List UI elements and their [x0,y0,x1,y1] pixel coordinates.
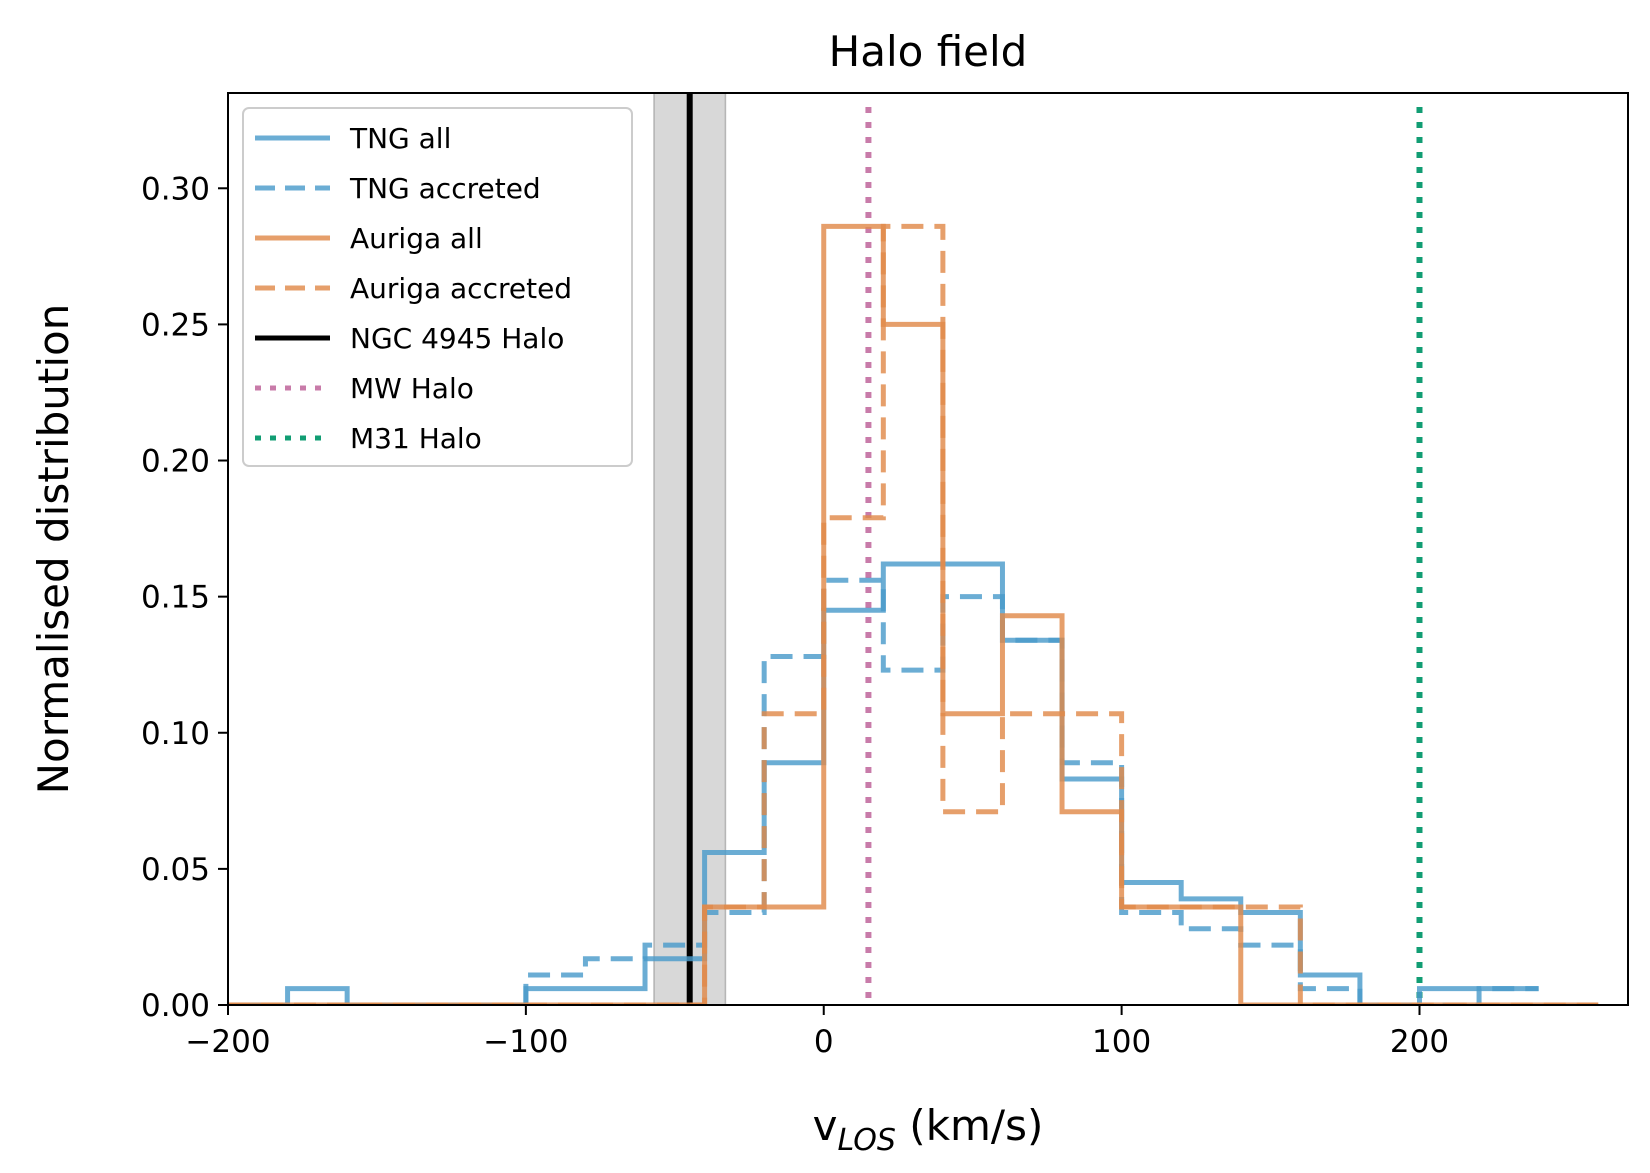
y-tick-label: 0.25 [141,307,210,343]
y-tick-label: 0.15 [141,580,210,616]
y-axis-title: Normalised distribution [29,304,78,795]
auriga-accreted-legend-label: Auriga accreted [350,272,572,305]
reference-line-layer [686,93,1423,1005]
histogram-layer [228,223,1599,1005]
y-axis-ticks: 0.00 0.05 0.10 0.15 0.20 0.25 0.30 [141,171,228,1024]
chart-title: Halo field [829,27,1028,76]
mw-halo-legend-label: MW Halo [350,372,474,405]
y-tick-label: 0.05 [141,852,210,888]
legend: TNG all TNG accreted Auriga all Auriga accr… [242,107,633,467]
x-axis-ticks: −200 −100 0 100 200 [185,1005,1449,1060]
y-tick-label: 0.10 [141,716,210,752]
x-tick-label: 200 [1390,1024,1449,1060]
tng-all-legend-label: TNG all [349,122,451,155]
y-tick-label: 0.00 [141,988,210,1024]
x-axis-title-subscript: LOS [838,1123,896,1158]
tng-accreted-legend-label: TNG accreted [349,172,541,205]
x-tick-label: −100 [483,1024,568,1060]
plot-frame [227,92,1629,1006]
auriga-accreted-histogram [228,223,1599,1005]
m31-halo-legend-label: M31 Halo [350,422,482,455]
x-axis-title-unit: (km/s) [896,1101,1043,1150]
y-tick-label: 0.30 [141,171,210,207]
auriga-all-legend-label: Auriga all [350,222,483,255]
x-tick-label: 0 [814,1024,834,1060]
x-axis-title: vLOS (km/s) [813,1101,1044,1158]
legend-box [242,107,633,467]
x-tick-label: −200 [185,1024,270,1060]
x-axis-title-main: v [813,1101,838,1150]
y-tick-label: 0.20 [141,444,210,480]
x-tick-label: 100 [1092,1024,1151,1060]
ngc-4945-halo-legend-label: NGC 4945 Halo [350,322,564,355]
